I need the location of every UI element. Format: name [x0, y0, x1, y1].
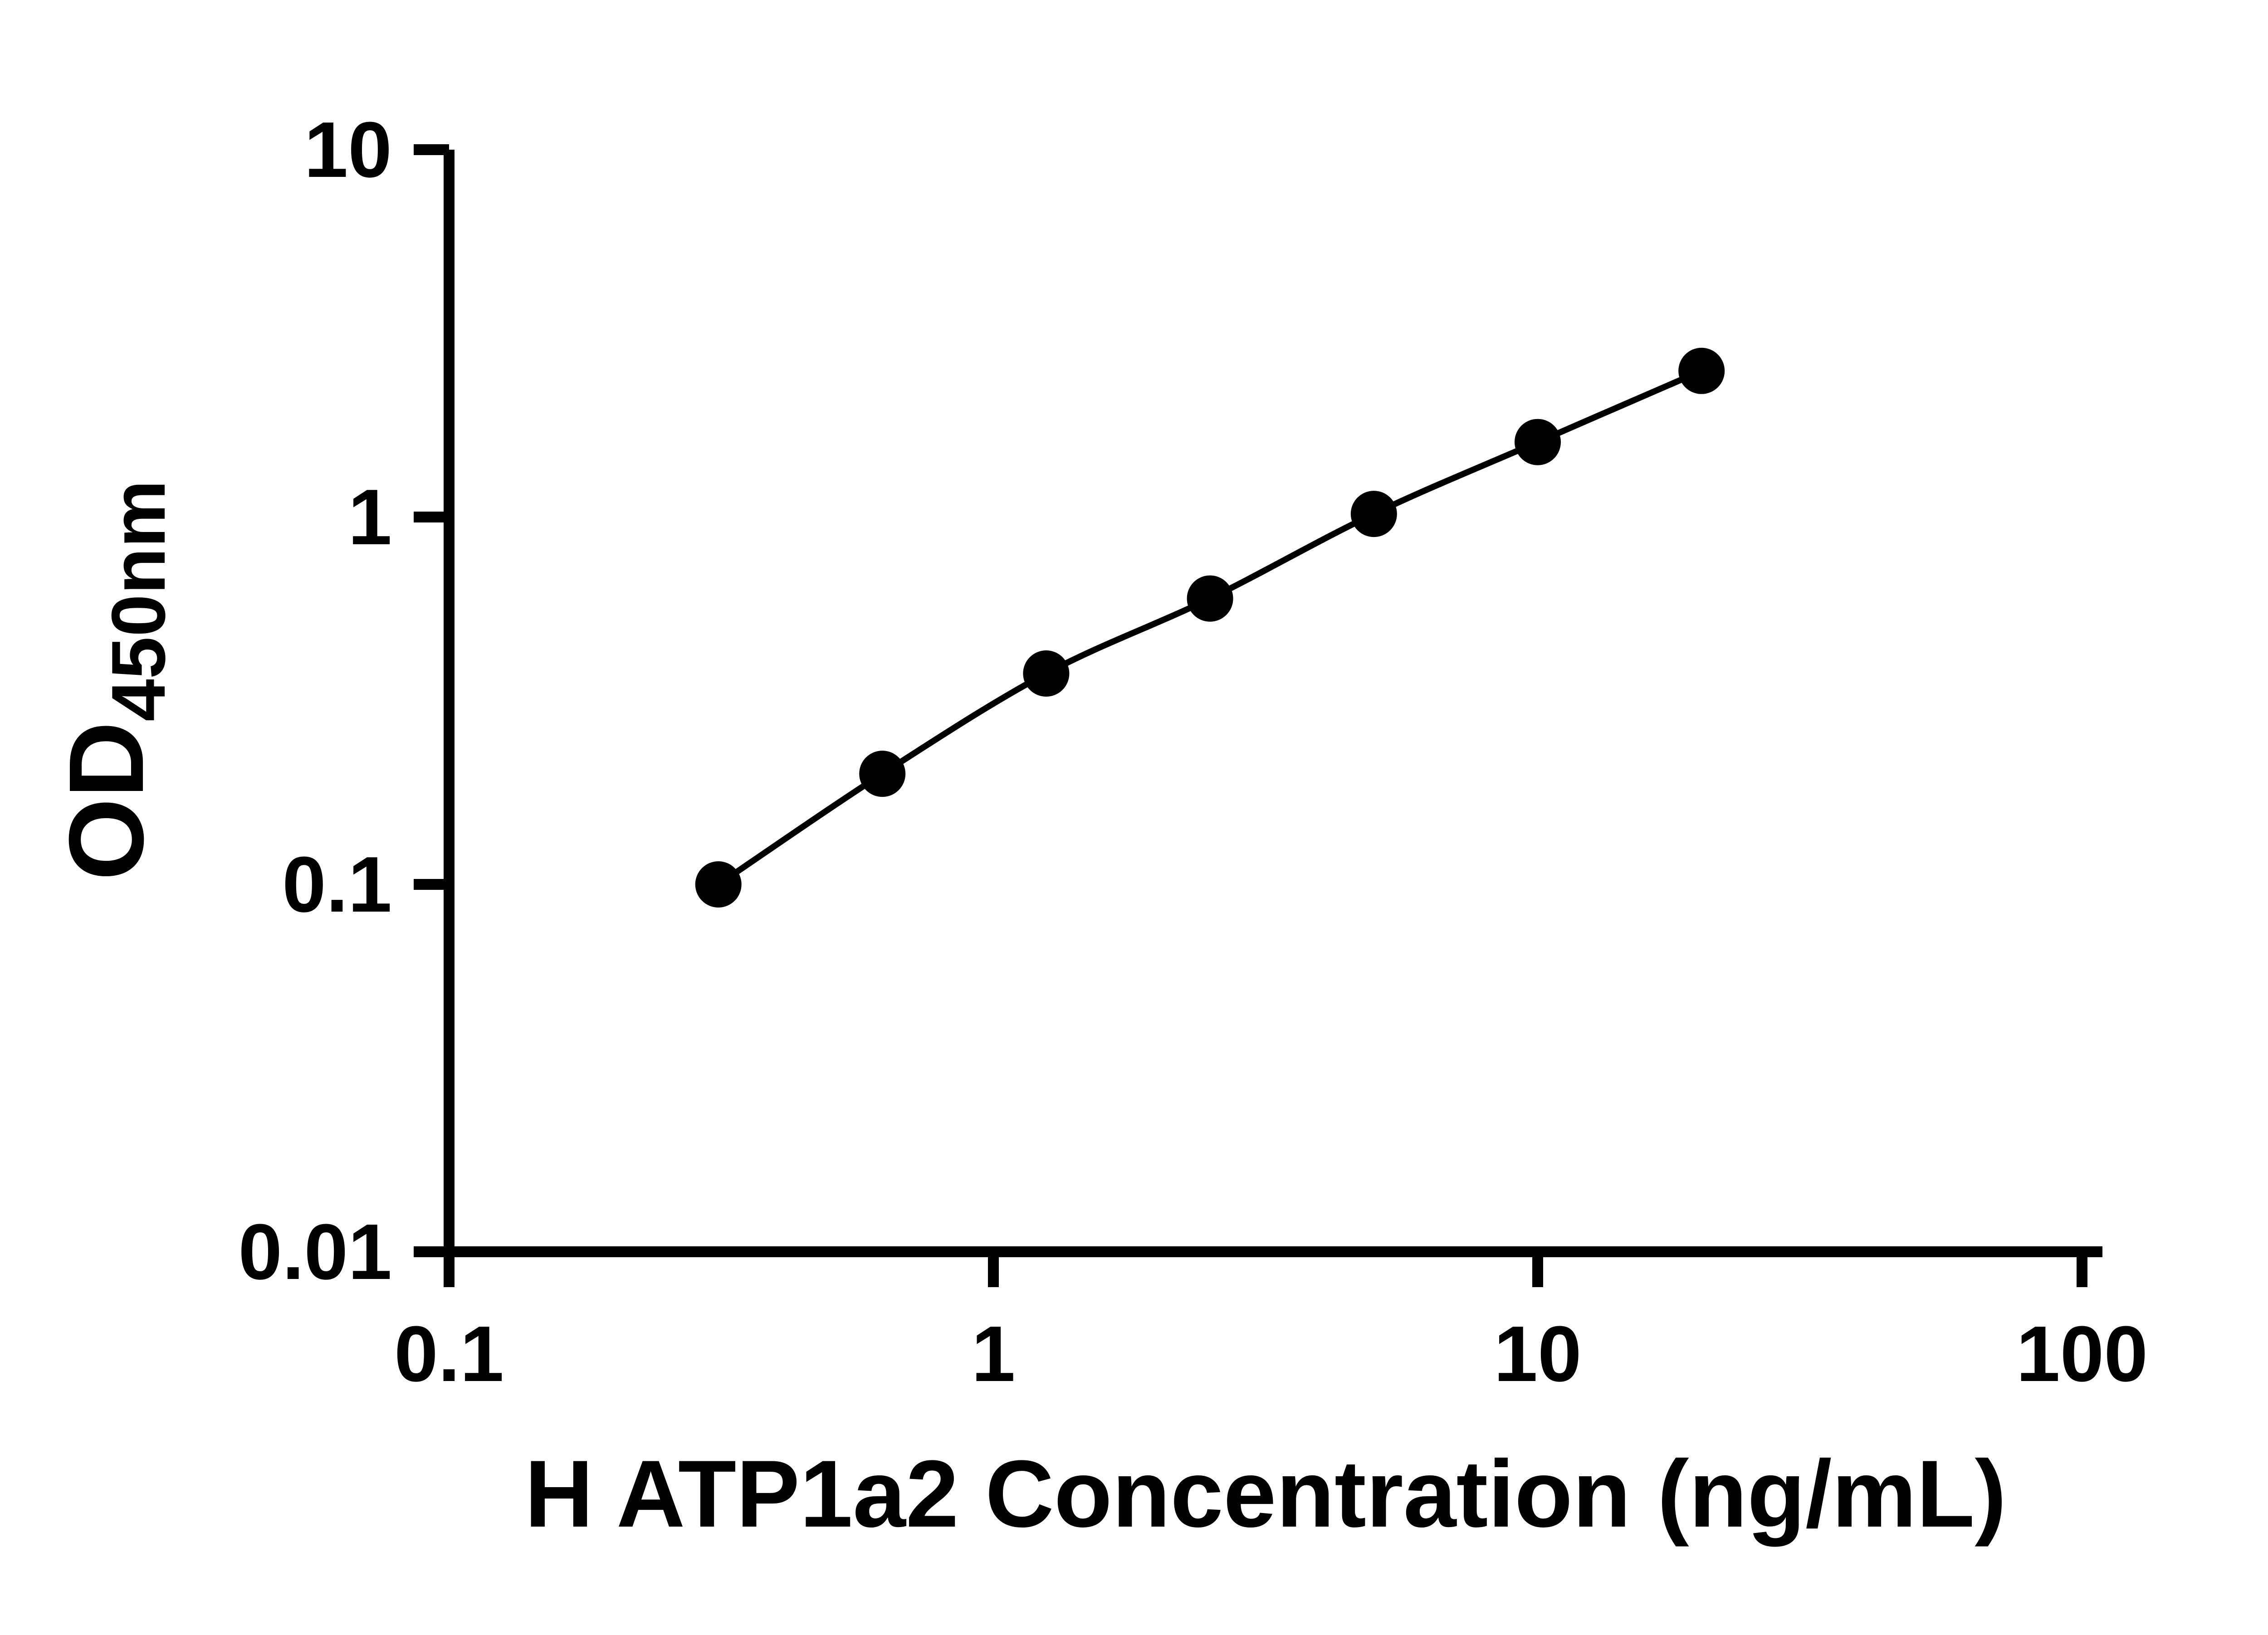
data-point-marker	[1350, 491, 1397, 537]
x-tick-label: 10	[1494, 1309, 1582, 1398]
y-tick-label: 10	[304, 105, 392, 194]
y-tick-label: 0.01	[238, 1207, 392, 1296]
x-tick-label: 0.1	[394, 1309, 504, 1398]
y-tick-label: 0.1	[282, 840, 392, 928]
axis-spines	[444, 150, 2102, 1257]
x-axis-title: H ATP1a2 Concentration (ng/mL)	[525, 1440, 2007, 1547]
x-tick-label: 1	[972, 1309, 1016, 1398]
x-tick-label: 100	[2016, 1309, 2148, 1398]
y-axis-title-main: OD	[47, 722, 166, 881]
data-point-marker	[859, 751, 906, 797]
data-point-marker	[1023, 650, 1070, 697]
y-axis-title: OD450nm	[47, 480, 181, 880]
y-axis-title-subscript: 450nm	[96, 480, 181, 721]
data-point-marker	[695, 861, 742, 908]
data-point-marker	[1187, 575, 1233, 622]
y-tick-label: 1	[348, 473, 392, 561]
data-point-marker	[1678, 347, 1725, 394]
data-point-marker	[1515, 419, 1561, 465]
